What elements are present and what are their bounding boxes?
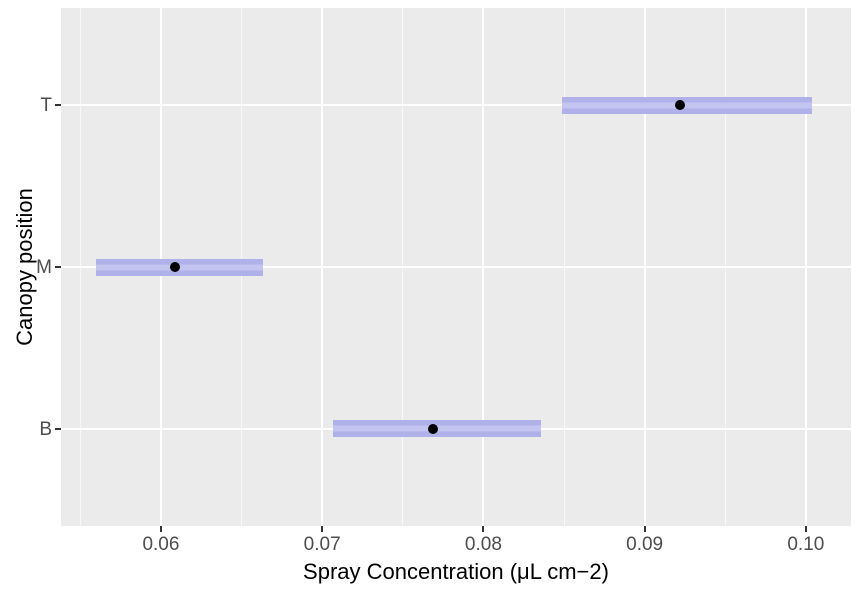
x-tick-mark (482, 526, 485, 532)
x-tick-mark (643, 526, 646, 532)
x-tick-mark (159, 526, 162, 532)
y-tick-mark (55, 266, 61, 268)
gridline-major-y (61, 104, 851, 107)
plot-panel (61, 8, 851, 526)
y-tick-label: M (36, 257, 52, 278)
ci-bar-T (562, 96, 813, 114)
gridline-major-y (61, 266, 851, 268)
y-tick-label: B (39, 418, 52, 440)
x-tick-label: 0.08 (464, 534, 502, 555)
y-tick-label: T (40, 95, 52, 117)
y-tick-mark (55, 104, 61, 107)
x-tick-label: 0.07 (303, 534, 341, 555)
estimate-point-T (675, 100, 686, 111)
x-axis-title: Spray Concentration (μL cm−2) (303, 559, 609, 584)
x-tick-mark (321, 526, 324, 532)
x-tick-label: 0.06 (142, 534, 180, 555)
x-tick-mark (804, 526, 807, 532)
x-tick-label: 0.09 (626, 534, 664, 555)
y-tick-mark (55, 427, 61, 430)
x-tick-label: 0.10 (787, 534, 825, 555)
estimate-point-M (170, 262, 181, 272)
estimate-point-B (428, 423, 439, 434)
